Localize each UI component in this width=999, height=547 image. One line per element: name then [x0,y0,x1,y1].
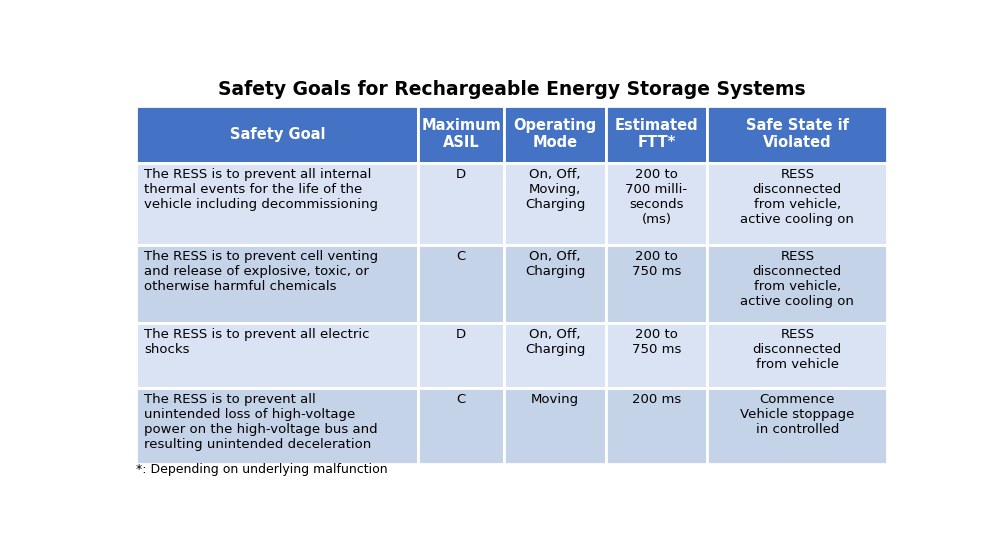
Text: On, Off,
Moving,
Charging: On, Off, Moving, Charging [525,167,585,211]
FancyBboxPatch shape [419,323,504,388]
FancyBboxPatch shape [419,162,504,245]
Text: C: C [457,249,466,263]
FancyBboxPatch shape [707,245,887,323]
FancyBboxPatch shape [419,106,504,162]
Text: Safe State if
Violated: Safe State if Violated [746,118,849,150]
FancyBboxPatch shape [707,323,887,388]
Text: On, Off,
Charging: On, Off, Charging [525,249,585,278]
Text: The RESS is to prevent all
unintended loss of high-voltage
power on the high-vol: The RESS is to prevent all unintended lo… [144,393,378,451]
FancyBboxPatch shape [137,106,419,162]
Text: 200 to
700 milli-
seconds
(ms): 200 to 700 milli- seconds (ms) [625,167,687,225]
FancyBboxPatch shape [605,388,707,464]
Text: RESS
disconnected
from vehicle: RESS disconnected from vehicle [752,328,842,371]
FancyBboxPatch shape [137,162,419,245]
FancyBboxPatch shape [137,245,419,323]
Text: Moving: Moving [531,393,579,406]
Text: D: D [457,167,467,181]
FancyBboxPatch shape [504,388,605,464]
FancyBboxPatch shape [605,106,707,162]
Text: On, Off,
Charging: On, Off, Charging [525,328,585,356]
FancyBboxPatch shape [137,323,419,388]
FancyBboxPatch shape [137,388,419,464]
FancyBboxPatch shape [605,162,707,245]
FancyBboxPatch shape [504,162,605,245]
FancyBboxPatch shape [707,388,887,464]
Text: D: D [457,328,467,341]
Text: 200 ms: 200 ms [632,393,681,406]
FancyBboxPatch shape [419,388,504,464]
FancyBboxPatch shape [504,323,605,388]
FancyBboxPatch shape [504,245,605,323]
Text: 200 to
750 ms: 200 to 750 ms [631,249,681,278]
Text: The RESS is to prevent cell venting
and release of explosive, toxic, or
otherwis: The RESS is to prevent cell venting and … [144,249,379,293]
Text: *: Depending on underlying malfunction: *: Depending on underlying malfunction [137,463,389,476]
FancyBboxPatch shape [504,106,605,162]
FancyBboxPatch shape [605,323,707,388]
Text: The RESS is to prevent all internal
thermal events for the life of the
vehicle i: The RESS is to prevent all internal ther… [144,167,379,211]
FancyBboxPatch shape [605,245,707,323]
FancyBboxPatch shape [707,162,887,245]
Text: Commence
Vehicle stoppage
in controlled: Commence Vehicle stoppage in controlled [740,393,854,436]
Text: RESS
disconnected
from vehicle,
active cooling on: RESS disconnected from vehicle, active c… [740,167,854,225]
Text: RESS
disconnected
from vehicle,
active cooling on: RESS disconnected from vehicle, active c… [740,249,854,308]
FancyBboxPatch shape [707,106,887,162]
Text: 200 to
750 ms: 200 to 750 ms [631,328,681,356]
Text: Estimated
FTT*: Estimated FTT* [614,118,698,150]
Text: Safety Goal: Safety Goal [230,126,325,142]
Text: Operating
Mode: Operating Mode [513,118,596,150]
FancyBboxPatch shape [419,245,504,323]
Text: The RESS is to prevent all electric
shocks: The RESS is to prevent all electric shoc… [144,328,370,356]
Text: Maximum
ASIL: Maximum ASIL [422,118,501,150]
Text: C: C [457,393,466,406]
Text: Safety Goals for Rechargeable Energy Storage Systems: Safety Goals for Rechargeable Energy Sto… [218,80,806,100]
